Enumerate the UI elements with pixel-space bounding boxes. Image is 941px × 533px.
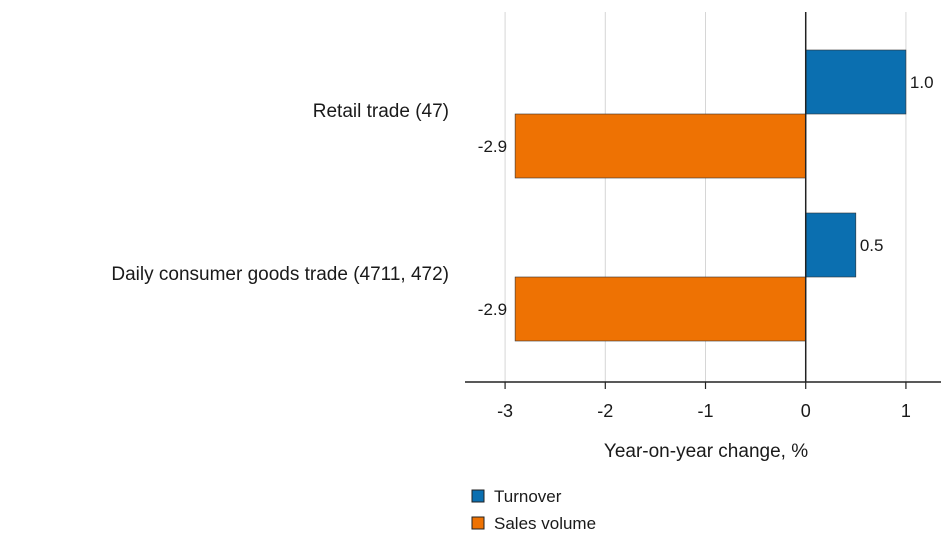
- sales-volume-value-label: -2.9: [478, 137, 507, 156]
- x-tick-label: -2: [597, 401, 613, 421]
- sales-volume-bar: [514, 113, 807, 179]
- x-tick-label: 0: [801, 401, 811, 421]
- turnover-value-label: 0.5: [860, 236, 884, 255]
- data-labels: 1.0 -2.9 0.5 -2.9: [478, 73, 934, 319]
- legend: Turnover Sales volume: [471, 487, 596, 533]
- sales-volume-legend-label: Sales volume: [494, 514, 596, 533]
- turnover-value-label: 1.0: [910, 73, 934, 92]
- category-label: Retail trade (47): [313, 101, 449, 122]
- x-tick-label: 1: [901, 401, 911, 421]
- category-labels: Retail trade (47) Daily consumer goods tr…: [111, 101, 449, 285]
- x-tick-label: -3: [497, 401, 513, 421]
- x-axis-ticks: -3 -2 -1 0 1: [497, 382, 911, 421]
- turnover-legend-label: Turnover: [494, 487, 562, 506]
- turnover-bar: [805, 49, 907, 115]
- sales-volume-legend-swatch: [471, 516, 485, 530]
- x-axis-title: Year-on-year change, %: [604, 441, 808, 462]
- sales-volume-bar: [514, 276, 807, 342]
- turnover-legend-swatch: [471, 489, 485, 503]
- turnover-bar: [805, 212, 857, 278]
- category-label: Daily consumer goods trade (4711, 472): [111, 264, 449, 285]
- x-tick-label: -1: [697, 401, 713, 421]
- sales-volume-value-label: -2.9: [478, 300, 507, 319]
- bars: [514, 49, 907, 342]
